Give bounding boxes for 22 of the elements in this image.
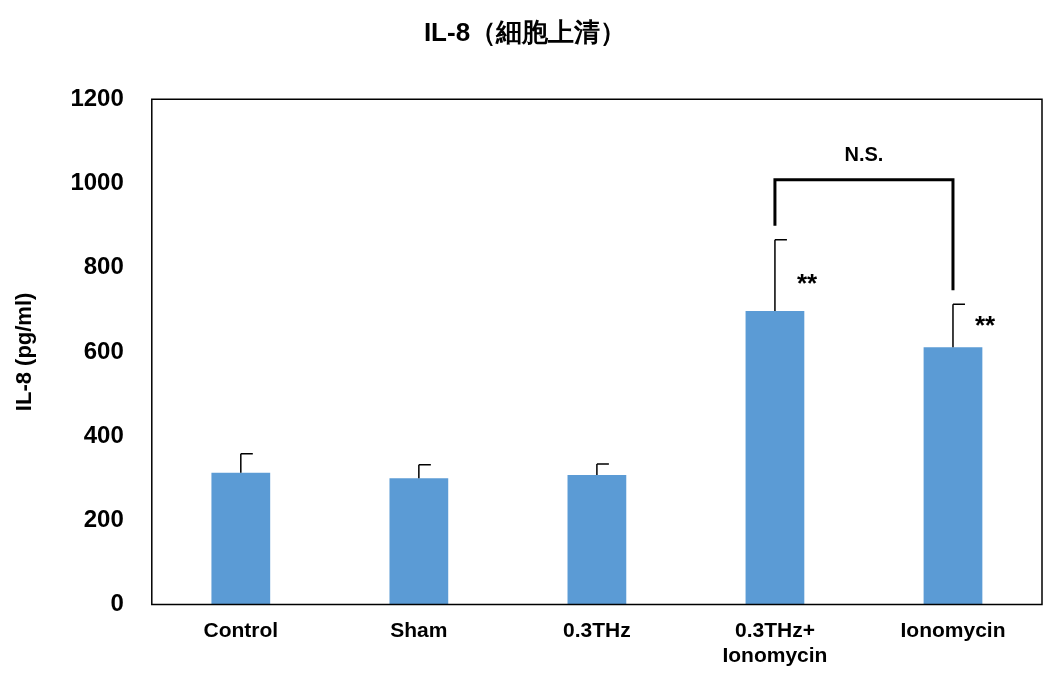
- bar: [389, 478, 449, 605]
- y-tick-label: 200: [83, 504, 124, 532]
- annotation: N.S.: [844, 143, 884, 166]
- chart-title: IL-8（細胞上清）: [423, 16, 627, 47]
- annotation: **: [796, 267, 819, 298]
- bar: [567, 474, 627, 605]
- y-tick-label: 800: [83, 252, 124, 280]
- x-tick-label: Ionomycin: [900, 618, 1006, 641]
- x-tick-label: Sham: [390, 618, 448, 641]
- y-tick-label: 400: [83, 420, 124, 448]
- x-tick-label: 0.3THz: [563, 618, 631, 641]
- bar: [923, 347, 983, 605]
- y-tick-label: 1200: [70, 83, 124, 111]
- x-tick-label: Control: [203, 618, 279, 641]
- y-axis-title: IL-8 (pg/ml): [11, 292, 37, 412]
- y-tick-label: 600: [83, 336, 124, 364]
- y-tick-label: 0: [110, 589, 124, 617]
- y-tick-label: 1000: [70, 168, 124, 196]
- x-tick-label: 0.3THz+ Ionomycin: [722, 618, 828, 667]
- bar: [211, 472, 271, 605]
- bar: [745, 311, 805, 605]
- annotation: **: [974, 309, 997, 340]
